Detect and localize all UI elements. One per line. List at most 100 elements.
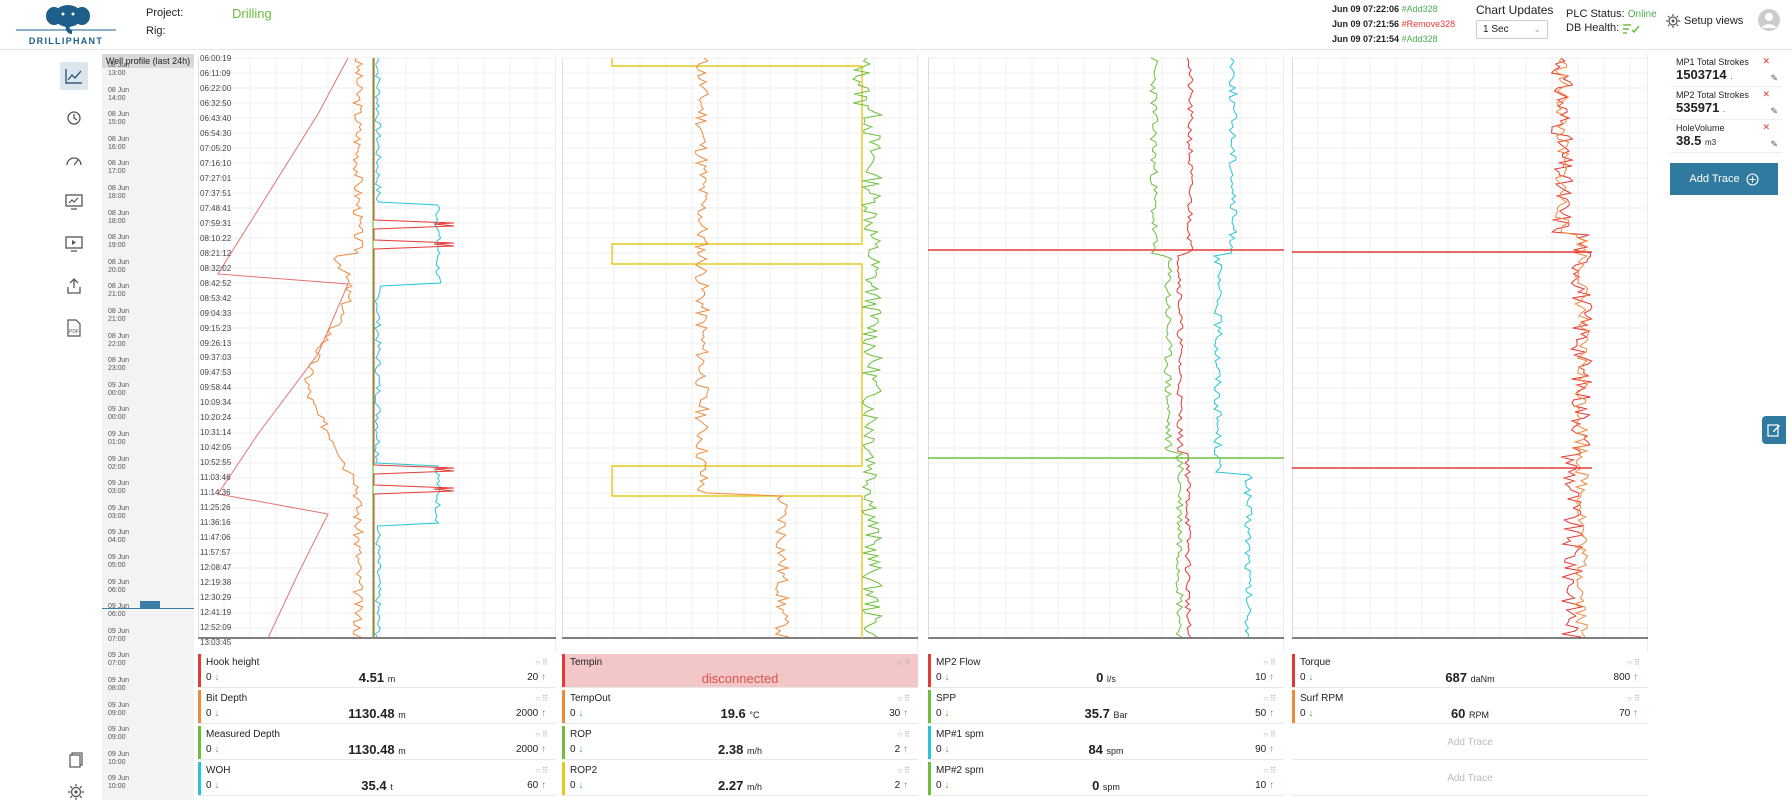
nav-documents[interactable] [62, 748, 90, 772]
trace-card[interactable]: Hook height ○ ⠿ 0 ↓ 4.51 m 20 ↑ [198, 654, 556, 688]
sidebar-item-value: 535971 . [1676, 100, 1726, 115]
mp2-flow-trace [1176, 57, 1194, 638]
arrow-up-icon: ↑ [1633, 708, 1638, 719]
drag-handle-icon[interactable]: ○ ⠿ [535, 694, 548, 703]
trace-color-bar [198, 726, 201, 759]
left-nav-bottom [62, 748, 90, 800]
trace-value: 19.6 °C [720, 706, 760, 721]
drag-handle-icon[interactable]: ○ ⠿ [897, 766, 910, 775]
arrow-down-icon: ↓ [944, 744, 950, 755]
trace-value: 35.7 Bar [1084, 706, 1128, 721]
well-profile-time-label: 09 Jun 04:00 [108, 529, 130, 545]
add-trace-slot[interactable]: Add Trace [1292, 762, 1648, 796]
trace-max: 2 ↑ [894, 780, 908, 791]
drag-handle-icon[interactable]: ○ ⠿ [897, 658, 910, 667]
drag-handle-icon[interactable]: ○ ⠿ [535, 730, 548, 739]
sidebar-value-item[interactable]: MP2 Total Strokes 535971 . ✕ ✎ [1670, 87, 1782, 120]
nav-settings[interactable] [62, 780, 90, 800]
trace-card[interactable]: WOH ○ ⠿ 0 ↓ 35.4 t 60 ↑ [198, 762, 556, 796]
time-tick-label: 09:04:33 [200, 308, 232, 318]
drag-handle-icon[interactable]: ○ ⠿ [897, 694, 910, 703]
well-profile-time-label: 08 Jun 15:00 [108, 111, 130, 127]
chart-track-3[interactable] [928, 54, 1284, 652]
chart-track-4[interactable] [1292, 54, 1648, 652]
nav-monitor[interactable] [60, 188, 88, 216]
trace-card[interactable]: Measured Depth ○ ⠿ 0 ↓ 1130.48 m 2000 ↑ [198, 726, 556, 760]
pencil-icon[interactable]: ✎ [1770, 139, 1778, 149]
trace-card[interactable]: MP#1 spm ○ ⠿ 0 ↓ 84 spm 90 ↑ [928, 726, 1284, 760]
pencil-icon[interactable]: ✎ [1770, 106, 1778, 116]
add-trace-button[interactable]: Add Trace [1670, 163, 1778, 195]
drag-handle-icon[interactable]: ○ ⠿ [1263, 766, 1276, 775]
drag-handle-icon[interactable]: ○ ⠿ [1627, 694, 1640, 703]
well-profile-time-label: 08 Jun 22:00 [108, 332, 130, 348]
drag-handle-icon[interactable]: ○ ⠿ [1627, 658, 1640, 667]
trace-card[interactable]: ROP2 ○ ⠿ 0 ↓ 2.27 m/h 2 ↑ [562, 762, 918, 796]
project-value[interactable]: Drilling [232, 6, 272, 21]
trace-card[interactable]: MP#2 spm ○ ⠿ 0 ↓ 0 spm 10 ↑ [928, 762, 1284, 796]
pencil-icon[interactable]: ✎ [1770, 73, 1778, 83]
trace-name: SPP [936, 693, 957, 704]
nav-export[interactable] [60, 272, 88, 300]
add-trace-slot[interactable]: Add Trace [1292, 726, 1648, 760]
well-profile-time-label: 09 Jun 02:00 [108, 455, 130, 471]
elephant-logo-icon [16, 5, 116, 34]
drag-handle-icon[interactable]: ○ ⠿ [1263, 730, 1276, 739]
data-panel-2: Tempin ○ ⠿ disconnected TempOut ○ ⠿ 0 ↓ 19.6 °… [562, 654, 918, 800]
close-icon[interactable]: ✕ [1762, 56, 1770, 66]
sidebar-value-item[interactable]: MP1 Total Strokes 1503714 . ✕ ✎ [1670, 54, 1782, 87]
arrow-down-icon: ↓ [1308, 708, 1314, 719]
trace-card[interactable]: MP2 Flow ○ ⠿ 0 ↓ 0 l/s 10 ↑ [928, 654, 1284, 688]
trace-card[interactable]: ROP ○ ⠿ 0 ↓ 2.38 m/h 2 ↑ [562, 726, 918, 760]
trace-card[interactable]: Bit Depth ○ ⠿ 0 ↓ 1130.48 m 2000 ↑ [198, 690, 556, 724]
close-icon[interactable]: ✕ [1762, 89, 1770, 99]
trace-card[interactable]: SPP ○ ⠿ 0 ↓ 35.7 Bar 50 ↑ [928, 690, 1284, 724]
time-tick-label: 12:08:47 [200, 563, 232, 573]
setup-views-button[interactable]: Setup views [1666, 14, 1743, 28]
chart-updates-select[interactable]: 1 Sec ⌄ [1476, 20, 1548, 39]
nav-charts[interactable] [60, 62, 88, 90]
trace-max: 10 ↑ [1255, 672, 1274, 683]
chart-track-2[interactable] [562, 54, 918, 652]
trace-card[interactable]: TempOut ○ ⠿ 0 ↓ 19.6 °C 30 ↑ [562, 690, 918, 724]
chart-track-1[interactable]: 06:00:19 06:11:09 06:22:00 06:32:50 06:43:40… [198, 54, 556, 652]
trace-card[interactable]: Torque ○ ⠿ 0 ↓ 687 daNm 800 ↑ [1292, 654, 1648, 688]
time-tick-label: 11:36:16 [200, 518, 231, 528]
drag-handle-icon[interactable]: ○ ⠿ [535, 766, 548, 775]
well-profile-time-label: 08 Jun 20:00 [108, 258, 130, 274]
logo[interactable]: DRILLIPHANT [16, 2, 116, 46]
mp1-spm-trace [1212, 57, 1254, 638]
trace-name: ROP [570, 729, 592, 740]
well-profile[interactable]: Well profile (last 24h) 08 Jun 13:00 08 Ju… [102, 54, 194, 800]
trace-card[interactable]: Tempin ○ ⠿ disconnected [562, 654, 918, 688]
trace-min: 0 ↓ [936, 672, 950, 683]
trace-color-bar [562, 690, 565, 723]
arrow-up-icon: ↑ [903, 744, 908, 755]
time-tick-label: 09:26:13 [200, 338, 232, 348]
time-tick-label: 09:47:53 [200, 368, 232, 378]
nav-history[interactable] [60, 104, 88, 132]
sidebar-value-item[interactable]: HoleVolume 38.5 m3 ✕ ✎ [1670, 120, 1782, 153]
drag-handle-icon[interactable]: ○ ⠿ [1263, 694, 1276, 703]
trace-value: 0 spm [1092, 778, 1120, 793]
well-profile-time-label: 09 Jun 06:00 [108, 603, 130, 619]
nav-video[interactable] [60, 230, 88, 258]
well-profile-bar [140, 601, 160, 608]
close-icon[interactable]: ✕ [1762, 122, 1770, 132]
nav-gauge[interactable] [60, 146, 88, 174]
arrow-down-icon: ↓ [578, 780, 584, 791]
chart-1-plot [198, 57, 556, 639]
arrow-down-icon: ↓ [1308, 672, 1314, 683]
well-profile-time-label: 08 Jun 14:00 [108, 86, 130, 102]
arrow-down-icon: ↓ [944, 708, 950, 719]
drag-handle-icon[interactable]: ○ ⠿ [535, 658, 548, 667]
avatar[interactable] [1758, 9, 1780, 31]
drag-handle-icon[interactable]: ○ ⠿ [1263, 658, 1276, 667]
trace-max: 800 ↑ [1613, 672, 1638, 683]
nav-pdf[interactable]: PDF [60, 314, 88, 342]
line-chart-icon [65, 69, 82, 84]
trace-card[interactable]: Surf RPM ○ ⠿ 0 ↓ 60 RPM 70 ↑ [1292, 690, 1648, 724]
trace-name: MP#1 spm [936, 729, 984, 740]
drag-handle-icon[interactable]: ○ ⠿ [897, 730, 910, 739]
edit-panel-button[interactable] [1762, 416, 1786, 444]
